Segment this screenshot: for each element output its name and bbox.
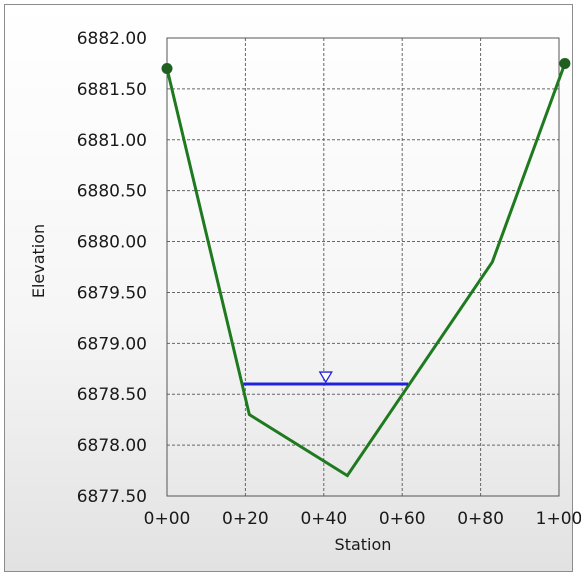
y-tick-label: 6880.50 — [77, 182, 147, 202]
x-tick-label: 0+60 — [379, 509, 426, 529]
profile-end-point — [559, 57, 571, 69]
x-tick-label: 0+00 — [144, 509, 191, 529]
y-tick-label: 6878.50 — [77, 385, 147, 405]
y-tick-label: 6879.50 — [77, 283, 147, 303]
plot-frame — [166, 37, 560, 497]
y-tick-label: 6881.50 — [77, 80, 147, 100]
y-tick-label: 6881.00 — [77, 131, 147, 151]
y-axis-title: Elevation — [29, 224, 48, 298]
series-layer — [161, 57, 571, 478]
x-axis-ticks: 0+00 0+20 0+40 0+60 0+80 1+00 — [144, 509, 581, 529]
grid — [167, 38, 559, 496]
x-tick-label: 1+00 — [536, 509, 581, 529]
x-tick-label: 0+20 — [222, 509, 269, 529]
chart-panel — [4, 4, 573, 572]
ground-profile-line — [165, 62, 567, 478]
y-tick-label: 6878.00 — [77, 436, 147, 456]
water-surface-marker — [318, 371, 333, 384]
y-tick-label: 6877.50 — [77, 487, 147, 507]
x-tick-label: 0+80 — [457, 509, 504, 529]
y-tick-label: 6879.00 — [77, 334, 147, 354]
y-tick-label: 6882.00 — [77, 29, 147, 49]
water-surface-layer — [243, 371, 409, 386]
x-axis-title: Station — [335, 535, 392, 554]
y-axis-ticks: 6877.50 6878.00 6878.50 6879.00 6879.50 6880.… — [77, 29, 147, 507]
x-tick-label: 0+40 — [300, 509, 347, 529]
profile-end-point — [161, 63, 173, 75]
y-tick-label: 6880.00 — [77, 233, 147, 253]
